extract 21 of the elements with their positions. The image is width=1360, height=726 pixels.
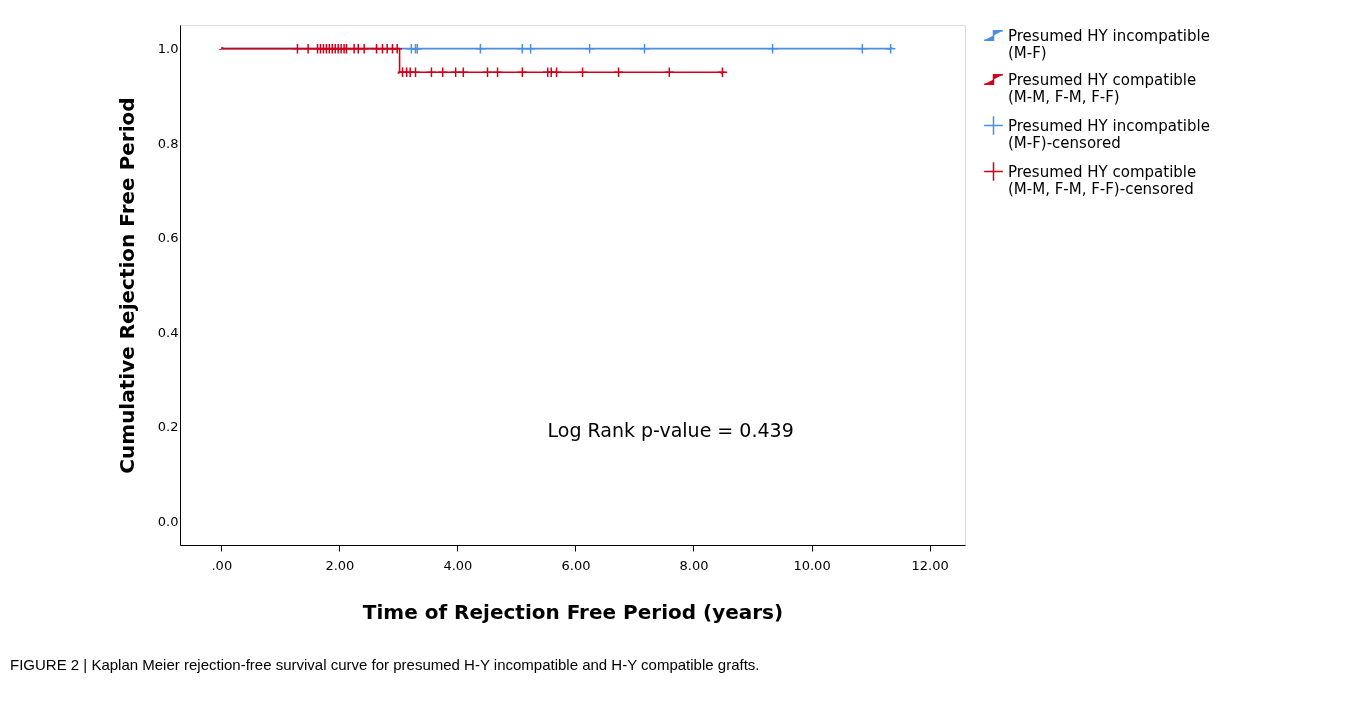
y-tick-label: 0.4: [157, 324, 179, 340]
x-tick-label: 10.00: [793, 557, 831, 573]
y-tick-label: 0.6: [157, 230, 179, 246]
x-tick-label: 4.00: [443, 557, 473, 573]
y-tick-label: 1.0: [157, 41, 179, 57]
y-axis-title: Cumulative Rejection Free Period: [114, 97, 139, 474]
legend-label: Presumed HY incompatible (M-F): [1008, 26, 1210, 62]
x-tick-label: 6.00: [561, 557, 591, 573]
x-tick-label: .00: [211, 557, 233, 573]
legend-label: Presumed HY compatible (M-M, F-M, F-F)-censored: [1008, 162, 1197, 198]
y-tick-label: 0.8: [157, 135, 179, 151]
x-tick-label: 2.00: [325, 557, 355, 573]
y-tick-label: 0.2: [157, 419, 179, 435]
y-tick-label: 0.0: [157, 513, 179, 529]
annotation: Log Rank p-value = 0.439: [547, 418, 794, 441]
x-axis-title: Time of Rejection Free Period (years): [362, 599, 784, 624]
caption: FIGURE 2 | Kaplan Meier rejection-free survival curve for presumed H-Y incompatible and H-Y compatible grafts.: [10, 656, 760, 673]
x-tick-label: 8.00: [679, 557, 709, 573]
legend-label: Presumed HY compatible (M-M, F-M, F-F): [1008, 70, 1197, 106]
x-tick-label: 12.00: [911, 557, 949, 573]
legend-label: Presumed HY incompatible (M-F)-censored: [1008, 116, 1210, 152]
